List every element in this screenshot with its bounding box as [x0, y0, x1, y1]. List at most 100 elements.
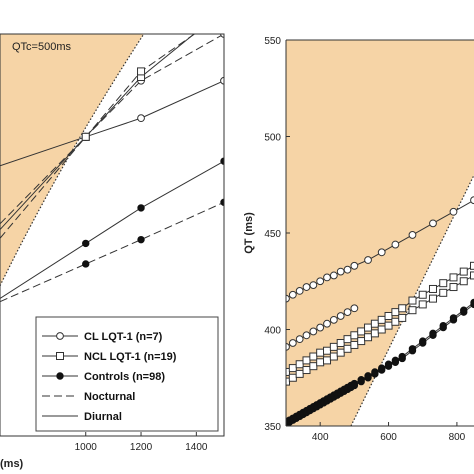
right-point-5-26 — [391, 358, 400, 367]
right-point-2-6 — [323, 346, 332, 355]
qtc-annotation: QTc=500ms — [12, 41, 71, 53]
right-point-3-14 — [377, 325, 386, 334]
left-x-axis-ticks: 1000 1200 1400 — [75, 432, 208, 453]
right-point-0-4 — [309, 281, 318, 290]
right-point-5-33 — [460, 308, 468, 316]
right-y-tick-label-0: 350 — [264, 422, 281, 433]
right-point-3-7 — [329, 352, 338, 361]
right-point-2-14 — [377, 315, 386, 324]
right-point-0-14 — [408, 231, 417, 239]
right-point-3-24 — [470, 271, 474, 280]
right-point-3-22 — [449, 283, 458, 292]
left-point-3-0 — [81, 132, 90, 141]
left-panel: 1000 1200 1400 QTc=500ms (ms) CL LQT-1 (n=… — [0, 10, 228, 470]
right-point-3-6 — [323, 356, 332, 365]
right-point-1-2 — [295, 335, 304, 344]
right-point-5-24 — [378, 366, 386, 374]
right-point-1-1 — [288, 339, 297, 347]
right-point-3-20 — [428, 294, 437, 303]
right-point-0-9 — [343, 265, 352, 274]
right-point-2-11 — [357, 327, 366, 336]
right-point-2-3 — [302, 356, 311, 365]
right-point-2-4 — [309, 352, 318, 361]
right-point-5-34 — [470, 300, 474, 309]
right-point-3-21 — [439, 288, 448, 297]
right-point-2-7 — [329, 342, 338, 351]
right-point-5-32 — [449, 316, 458, 324]
legend-label: Diurnal — [84, 411, 122, 423]
right-point-5-30 — [429, 331, 437, 339]
right-point-0-11 — [364, 256, 372, 264]
right-point-5-28 — [408, 347, 417, 355]
right-y-axis-label: QT (ms) — [243, 212, 255, 254]
right-prolonged-region — [286, 40, 474, 426]
right-point-0-6 — [323, 273, 331, 282]
left-series-line-2 — [0, 34, 195, 230]
right-x-tick-label-1: 600 — [380, 432, 397, 443]
legend-item-1: NCL LQT-1 (n=19) — [42, 351, 177, 363]
right-point-0-15 — [429, 219, 437, 228]
right-point-2-1 — [288, 364, 297, 373]
right-y-tick-label-1: 400 — [264, 326, 281, 337]
left-series-line-3 — [0, 34, 196, 239]
right-point-2-18 — [408, 296, 417, 305]
right-point-5-20 — [350, 381, 359, 390]
right-point-3-16 — [391, 317, 400, 326]
right-point-3-17 — [398, 313, 407, 322]
right-point-3-15 — [384, 321, 393, 330]
left-x-tick-label-2: 1400 — [185, 442, 208, 453]
right-point-0-2 — [295, 287, 304, 295]
right-point-2-15 — [384, 311, 393, 320]
right-point-0-8 — [336, 267, 345, 276]
right-x-tick-label-0: 400 — [312, 432, 329, 443]
legend-label: Controls (n=98) — [84, 371, 165, 383]
right-x-tick-label-2: 800 — [449, 432, 466, 443]
right-point-3-4 — [309, 362, 318, 371]
right-point-5-25 — [384, 362, 393, 370]
right-y-tick-label-4: 550 — [264, 36, 281, 47]
right-point-3-12 — [364, 333, 373, 342]
right-point-2-17 — [398, 304, 407, 313]
right-point-0-16 — [449, 207, 458, 216]
legend-swatch-marker — [56, 372, 64, 380]
right-point-2-20 — [428, 284, 437, 293]
left-series-line-5 — [0, 201, 224, 303]
legend-item-3: Nocturnal — [42, 391, 135, 403]
right-point-3-2 — [295, 369, 304, 378]
left-series-line-4 — [0, 160, 224, 299]
right-point-0-1 — [288, 290, 297, 299]
left-x-tick-label-1: 1200 — [130, 442, 153, 453]
right-point-0-3 — [302, 283, 311, 291]
left-x-tick-label-0: 1000 — [75, 442, 98, 453]
right-y-axis-ticks: 350 400 450 500 550 — [264, 36, 290, 433]
left-qtc-boundary — [0, 34, 145, 287]
right-point-5-29 — [419, 339, 427, 347]
right-point-0-13 — [391, 240, 400, 249]
left-point-5-0 — [82, 260, 90, 268]
right-shaded-area — [286, 40, 474, 426]
legend: CL LQT-1 (n=7) NCL LQT-1 (n=19) Controls (… — [35, 316, 219, 432]
right-point-1-8 — [336, 312, 345, 320]
right-point-2-13 — [370, 319, 379, 328]
legend-swatch-marker — [56, 352, 64, 360]
right-point-1-10 — [350, 304, 359, 313]
right-point-2-23 — [459, 267, 468, 276]
right-point-1-3 — [302, 331, 311, 340]
right-point-2-8 — [336, 339, 345, 348]
left-point-4-1 — [137, 204, 145, 212]
right-point-1-6 — [323, 319, 331, 328]
left-point-0-1 — [137, 114, 145, 123]
right-y-tick-label-3: 500 — [264, 133, 281, 144]
left-point-0-2 — [220, 76, 224, 85]
left-shaded-area — [0, 34, 144, 286]
legend-label: CL LQT-1 (n=7) — [84, 331, 163, 343]
right-point-5-27 — [398, 354, 406, 363]
right-point-1-7 — [329, 315, 338, 324]
right-point-0-7 — [329, 271, 338, 280]
right-point-0-10 — [350, 261, 359, 270]
right-point-0-17 — [470, 196, 474, 205]
right-point-3-13 — [370, 329, 379, 338]
left-point-3-2 — [221, 10, 228, 17]
right-point-1-4 — [309, 327, 318, 336]
